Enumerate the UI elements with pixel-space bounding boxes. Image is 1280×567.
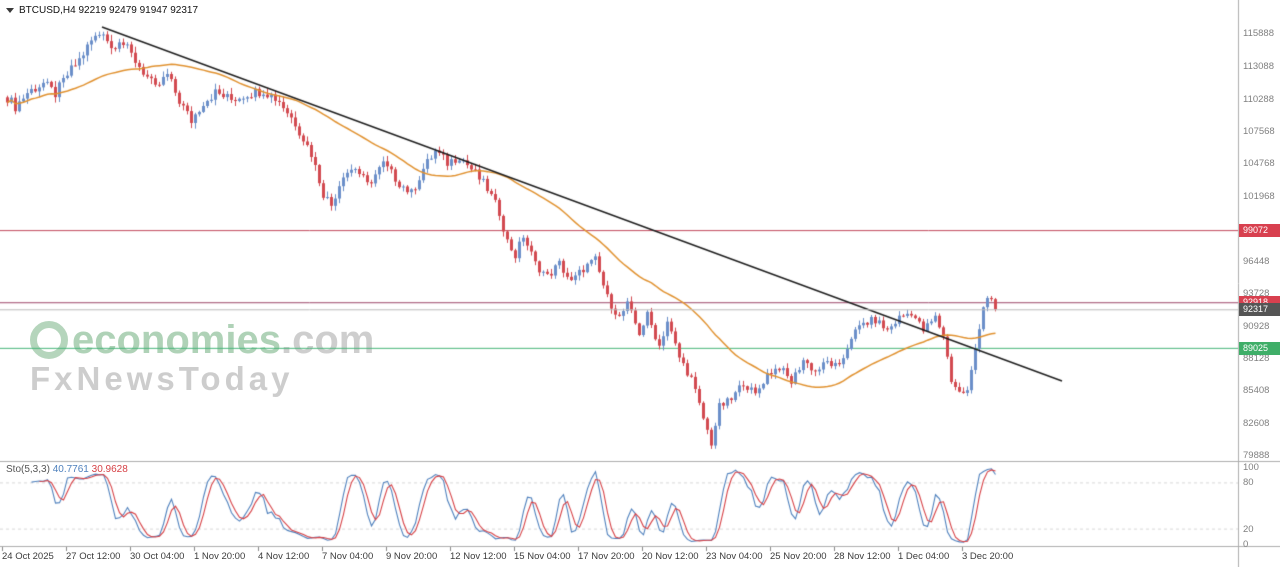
price-axis-label-79888: 79888 xyxy=(1243,449,1270,461)
price-axis-label-85408: 85408 xyxy=(1243,385,1270,397)
time-axis-label: 23 Nov 04:00 xyxy=(706,551,763,562)
time-axis-label: 3 Dec 20:00 xyxy=(962,551,1014,562)
time-axis-label: 30 Oct 04:00 xyxy=(130,551,185,562)
price-axis-label-88128: 88128 xyxy=(1243,353,1270,365)
time-axis-label: 15 Nov 04:00 xyxy=(514,551,571,562)
symbol-ohlc-label: BTCUSD,H4 92219 92479 91947 92317 xyxy=(19,5,199,16)
stochastic-axis-label-0: 0 xyxy=(1243,539,1249,550)
price-level-badge-92317: 92317 xyxy=(1239,303,1280,317)
time-axis-label: 20 Nov 12:00 xyxy=(642,551,699,562)
price-axis-label-110288: 110288 xyxy=(1243,93,1274,105)
stochastic-name: Sto(5,3,3) xyxy=(6,464,50,475)
time-axis-label: 4 Nov 12:00 xyxy=(258,551,310,562)
stochastic-axis-label-100: 100 xyxy=(1243,462,1259,473)
time-axis-label: 9 Nov 20:00 xyxy=(386,551,438,562)
price-level-badge-89025: 89025 xyxy=(1239,341,1280,355)
chart-header: BTCUSD,H4 92219 92479 91947 92317 xyxy=(6,5,198,16)
price-axis-label-90928: 90928 xyxy=(1243,320,1270,332)
time-axis-label: 17 Nov 20:00 xyxy=(578,551,635,562)
price-axis-label-101968: 101968 xyxy=(1243,191,1275,203)
price-axis-label-96448: 96448 xyxy=(1243,255,1270,267)
price-axis-label-107568: 107568 xyxy=(1243,125,1275,137)
price-axis-label-113088: 113088 xyxy=(1243,60,1274,72)
time-axis-label: 28 Nov 12:00 xyxy=(834,551,891,562)
stochastic-signal-value: 30.9628 xyxy=(91,464,128,475)
time-axis-label: 24 Oct 2025 xyxy=(2,551,54,562)
stochastic-main-value: 40.7761 xyxy=(52,464,89,475)
time-axis-label: 25 Nov 20:00 xyxy=(770,551,827,562)
time-axis-label: 12 Nov 12:00 xyxy=(450,551,507,562)
price-axis-label-115888: 115888 xyxy=(1243,27,1274,39)
stochastic-axis-label-80: 80 xyxy=(1243,477,1254,489)
price-axis-label-93728: 93728 xyxy=(1243,287,1270,299)
price-axis-label-104768: 104768 xyxy=(1243,158,1275,170)
symbol-dropdown-icon[interactable] xyxy=(6,8,14,13)
time-axis-label: 1 Nov 20:00 xyxy=(194,551,246,562)
time-axis-label: 1 Dec 04:00 xyxy=(898,551,950,562)
price-axis-label-82608: 82608 xyxy=(1243,418,1270,430)
time-axis-label: 7 Nov 04:00 xyxy=(322,551,374,562)
time-axis-label: 27 Oct 12:00 xyxy=(66,551,121,562)
stochastic-label: Sto(5,3,3) 40.7761 30.9628 xyxy=(6,464,128,475)
price-level-badge-99072: 99072 xyxy=(1239,224,1280,238)
stochastic-axis-label-20: 20 xyxy=(1243,523,1254,535)
